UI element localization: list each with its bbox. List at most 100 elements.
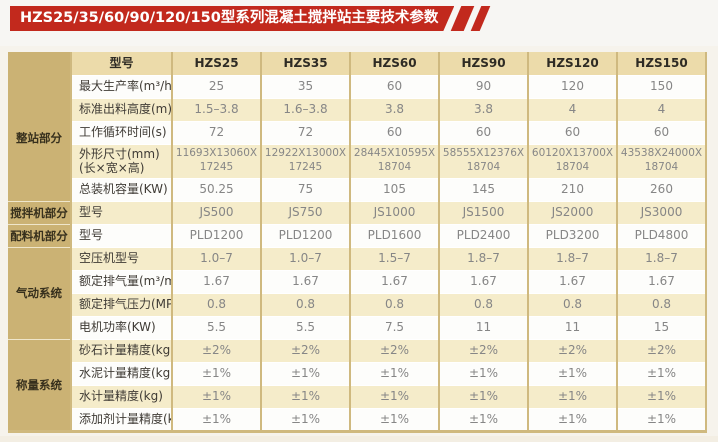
corner-cell — [8, 52, 71, 75]
value-cell: 60 — [349, 121, 439, 145]
value-cell: ±1% — [260, 385, 350, 409]
value-cell: ±1% — [260, 362, 350, 386]
value-cell: ±2% — [438, 339, 528, 363]
value-cell: 1.8–7 — [616, 247, 707, 271]
value-cell: ±1% — [349, 385, 439, 409]
table-body: 整站部分 最大生产率(m³/h) 25 35 60 90 120 150 标准出料高度(m) 1.… — [8, 75, 707, 432]
value-cell: 4 — [527, 98, 617, 122]
group-label: 搅拌机部分 — [8, 201, 71, 225]
table-row: 称量系统 砂石计量精度(kg) ±2% ±2% ±2% ±2% ±2% ±2% — [8, 339, 707, 432]
column-header: HZS25 — [171, 52, 261, 76]
value-cell: 11693X13060X 17245 — [171, 144, 261, 179]
row-label: 外形尺寸(mm) (长×宽×高) — [70, 144, 172, 179]
value-cell: 120 — [527, 75, 617, 99]
value-cell: ±1% — [349, 362, 439, 386]
value-cell: ±1% — [260, 408, 350, 432]
table-row: 总装机容量(KW) 50.25 75 105 145 210 260 — [8, 178, 707, 202]
value-cell: 60 — [616, 121, 707, 145]
group-label: 称量系统 — [8, 339, 71, 432]
value-cell: 25 — [171, 75, 261, 99]
column-header: HZS150 — [616, 52, 707, 76]
value-cell: 7.5 — [349, 316, 439, 340]
table-row: 气动系统 空压机型号 1.0–7 1.0–7 1.5–7 1.8–7 1.8–7 1.8–7 — [8, 247, 707, 340]
value-cell: 90 — [438, 75, 528, 99]
value-cell: ±1% — [616, 408, 707, 432]
row-label: 工作循环时间(s) — [70, 121, 172, 145]
value-cell: 60 — [349, 75, 439, 99]
value-cell: ±1% — [438, 408, 528, 432]
value-cell: ±2% — [260, 339, 350, 363]
value-cell: PLD2400 — [438, 224, 528, 248]
value-cell: ±1% — [616, 362, 707, 386]
value-cell: ±1% — [171, 385, 261, 409]
value-cell: PLD1200 — [260, 224, 350, 248]
value-cell: 105 — [349, 178, 439, 202]
value-cell: 1.67 — [438, 270, 528, 294]
value-cell: 72 — [171, 121, 261, 145]
value-cell: ±1% — [171, 362, 261, 386]
value-cell: 11 — [438, 316, 528, 340]
value-cell: ±1% — [349, 408, 439, 432]
value-cell: 0.8 — [260, 293, 350, 317]
table-row: 额定排气压力(MPa)0.80.80.80.80.80.8 — [8, 293, 707, 317]
value-cell: 35 — [260, 75, 350, 99]
row-label: 空压机型号 — [70, 247, 172, 271]
value-cell: ±2% — [616, 339, 707, 363]
value-cell: 50.25 — [171, 178, 261, 202]
value-cell: 15 — [616, 316, 707, 340]
value-cell: 28445X10595X 18704 — [349, 144, 439, 179]
table-row: 配料机部分 型号 PLD1200 PLD1200 PLD1600 PLD2400 PLD32… — [8, 224, 707, 248]
row-label: 水计量精度(kg) — [70, 385, 172, 409]
table-row: 额定排气量(m³/min)1.671.671.671.671.671.67 — [8, 270, 707, 294]
value-cell: ±1% — [171, 408, 261, 432]
row-label: 额定排气压力(MPa) — [70, 293, 172, 317]
row-label: 型号 — [70, 224, 172, 248]
value-cell: 1.0–7 — [171, 247, 261, 271]
value-cell: ±1% — [438, 385, 528, 409]
table-row: 添加剂计量精度(kg)±1%±1%±1%±1%±1%±1% — [8, 408, 707, 432]
row-label: 总装机容量(KW) — [70, 178, 172, 202]
row-label: 型号 — [70, 201, 172, 225]
value-cell: 0.8 — [616, 293, 707, 317]
value-cell: ±1% — [438, 362, 528, 386]
value-cell: ±1% — [527, 408, 617, 432]
table-row: 搅拌机部分 型号 JS500 JS750 JS1000 JS1500 JS2000 JS300… — [8, 201, 707, 225]
value-cell: 0.8 — [527, 293, 617, 317]
value-cell: 1.67 — [260, 270, 350, 294]
value-cell: PLD1200 — [171, 224, 261, 248]
value-cell: 60 — [527, 121, 617, 145]
value-cell: 1.0–7 — [260, 247, 350, 271]
value-cell: 4 — [616, 98, 707, 122]
value-cell: 145 — [438, 178, 528, 202]
group-label: 气动系统 — [8, 247, 71, 340]
value-cell: PLD1600 — [349, 224, 439, 248]
value-cell: 3.8 — [438, 98, 528, 122]
value-cell: 1.8–7 — [527, 247, 617, 271]
value-cell: 260 — [616, 178, 707, 202]
bottom-background-band — [0, 436, 718, 442]
value-cell: 1.8–7 — [438, 247, 528, 271]
value-cell: 0.8 — [438, 293, 528, 317]
table-row: 整站部分 最大生产率(m³/h) 25 35 60 90 120 150 — [8, 75, 707, 202]
value-cell: 210 — [527, 178, 617, 202]
value-cell: 11 — [527, 316, 617, 340]
column-header: HZS60 — [349, 52, 439, 76]
value-cell: 58555X12376X 18704 — [438, 144, 528, 179]
value-cell: 150 — [616, 75, 707, 99]
value-cell: 1.5–3.8 — [171, 98, 261, 122]
value-cell: 0.8 — [349, 293, 439, 317]
model-header: 型号 — [70, 52, 172, 76]
value-cell: 3.8 — [349, 98, 439, 122]
row-label: 电机功率(KW) — [70, 316, 172, 340]
table-row: 水泥计量精度(kg) ±1% ±1% ±1% ±1% ±1% ±1% — [8, 362, 707, 386]
header-row: 型号 HZS25 HZS35 HZS60 HZS90 HZS120 HZS150 — [8, 52, 707, 76]
row-label: 添加剂计量精度(kg) — [70, 408, 172, 432]
value-cell: 1.5–7 — [349, 247, 439, 271]
group-label: 配料机部分 — [8, 224, 71, 248]
value-cell: ±2% — [527, 339, 617, 363]
value-cell: PLD3200 — [527, 224, 617, 248]
value-cell: 75 — [260, 178, 350, 202]
row-label: 额定排气量(m³/min) — [70, 270, 172, 294]
table-row: 电机功率(KW) 5.5 5.5 7.5 11 11 15 — [8, 316, 707, 340]
